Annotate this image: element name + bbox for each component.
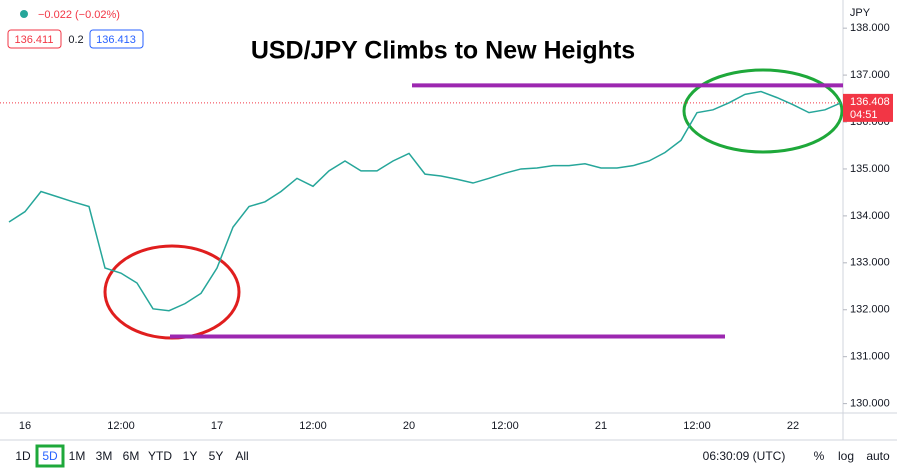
ask-box	[89, 29, 144, 49]
y-tick-label: 137.000	[850, 69, 890, 81]
y-tick-label: 134.000	[850, 210, 890, 222]
status-dot	[20, 10, 28, 18]
range-button[interactable]: All	[235, 449, 248, 463]
range-button[interactable]: 1M	[69, 449, 86, 463]
range-button[interactable]: 3M	[96, 449, 113, 463]
range-selected	[35, 444, 65, 468]
y-tick-label: 135.000	[850, 163, 890, 175]
y-tick-label: 131.000	[850, 351, 890, 363]
x-tick-label: 12:00	[299, 420, 327, 432]
y-tick-label: 133.000	[850, 257, 890, 269]
x-tick-label: 12:00	[491, 420, 519, 432]
currency[interactable]: JPY	[850, 7, 871, 19]
range-button[interactable]: 5D	[42, 449, 58, 463]
range-button[interactable]: 5Y	[209, 449, 224, 463]
bid-box	[7, 29, 62, 49]
x-tick-label: 16	[19, 420, 31, 432]
scale-option[interactable]: auto	[866, 449, 890, 463]
last-price-countdown: 04:51	[850, 109, 878, 121]
x-tick-label: 12:00	[683, 420, 711, 432]
range-button[interactable]: 1Y	[183, 449, 198, 463]
price-line	[8, 90, 842, 312]
x-tick-label: 22	[787, 420, 799, 432]
ask: 136.413	[96, 34, 136, 46]
x-tick-label: 20	[403, 420, 415, 432]
range-button[interactable]: 6M	[123, 449, 140, 463]
spread: 0.2	[68, 34, 83, 46]
scale-option[interactable]: log	[838, 449, 854, 463]
x-tick-label: 21	[595, 420, 607, 432]
clock: 06:30:09 (UTC)	[703, 449, 786, 463]
chart-title: USD/JPY Climbs to New Heights	[251, 37, 635, 65]
y-tick-label: 132.000	[850, 304, 890, 316]
x-tick-label: 17	[211, 420, 223, 432]
high-highlight	[682, 68, 844, 154]
last-price-box	[843, 93, 893, 122]
range-button[interactable]: YTD	[148, 449, 172, 463]
scale-option[interactable]: %	[814, 449, 825, 463]
change: −0.022 (−0.02%)	[38, 9, 120, 21]
range-button[interactable]: 1D	[15, 449, 31, 463]
last-price-label: 136.408	[850, 96, 890, 108]
x-tick-label: 12:00	[107, 420, 135, 432]
y-tick-label: 138.000	[850, 22, 890, 34]
y-tick-label: 130.000	[850, 398, 890, 410]
bid: 136.411	[15, 34, 54, 46]
